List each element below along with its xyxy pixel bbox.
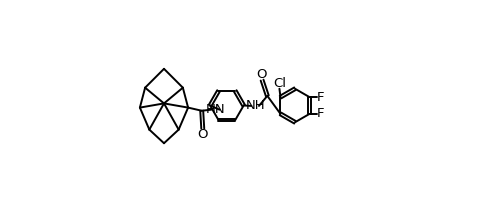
Text: NH: NH [245,99,264,112]
Text: F: F [316,107,324,120]
Text: O: O [197,128,207,141]
Text: Cl: Cl [273,77,286,90]
Text: O: O [256,68,266,81]
Text: HN: HN [205,103,225,116]
Text: F: F [316,91,324,104]
